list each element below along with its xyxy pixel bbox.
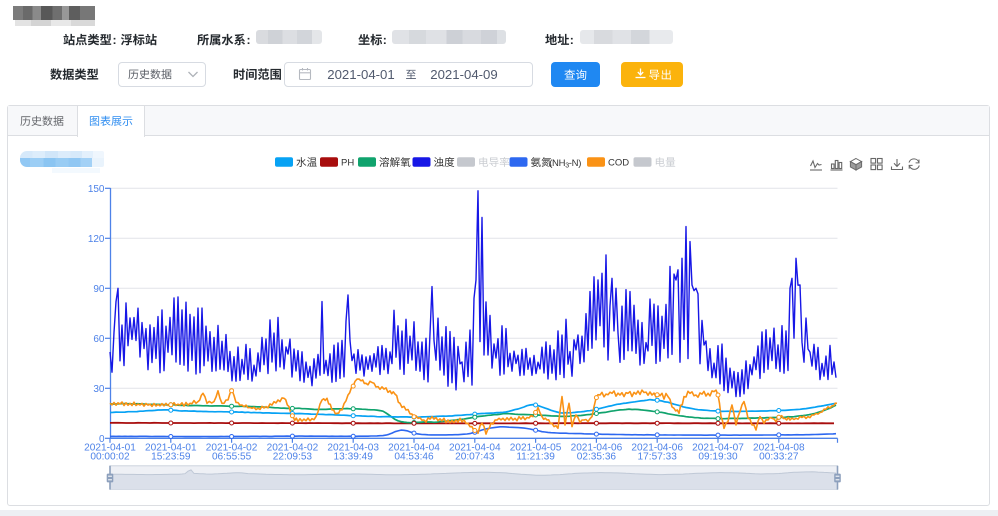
svg-text:15:23:59: 15:23:59 xyxy=(151,452,191,463)
svg-text:2021-04-03: 2021-04-03 xyxy=(327,443,379,454)
svg-text:2021-04-04: 2021-04-04 xyxy=(388,443,440,454)
svg-text:04:53:46: 04:53:46 xyxy=(394,452,434,463)
svg-text:09:19:30: 09:19:30 xyxy=(698,452,738,463)
svg-text::: : xyxy=(113,33,117,47)
svg-text:22:09:53: 22:09:53 xyxy=(273,452,313,463)
svg-text:20:07:43: 20:07:43 xyxy=(455,452,495,463)
svg-text:2021-04-02: 2021-04-02 xyxy=(267,443,319,454)
svg-text:60: 60 xyxy=(93,334,105,345)
svg-text:COD: COD xyxy=(608,158,629,169)
svg-text:150: 150 xyxy=(88,184,105,195)
svg-text:06:55:55: 06:55:55 xyxy=(212,452,252,463)
svg-text:0: 0 xyxy=(99,434,105,445)
svg-text:00:33:27: 00:33:27 xyxy=(759,452,799,463)
svg-text:2021-04-01: 2021-04-01 xyxy=(327,67,394,82)
svg-text:90: 90 xyxy=(93,284,105,295)
svg-text:2021-04-07: 2021-04-07 xyxy=(692,443,744,454)
svg-text:2021-04-09: 2021-04-09 xyxy=(430,67,497,82)
svg-text:2021-04-06: 2021-04-06 xyxy=(631,443,683,454)
svg-text:02:35:36: 02:35:36 xyxy=(577,452,617,463)
svg-text:11:21:39: 11:21:39 xyxy=(516,452,555,463)
svg-text::: : xyxy=(247,33,251,47)
svg-text:13:39:49: 13:39:49 xyxy=(334,452,374,463)
svg-text:2021-04-02: 2021-04-02 xyxy=(206,443,258,454)
svg-text:(NH3-N): (NH3-N) xyxy=(549,158,581,170)
svg-text::: : xyxy=(570,33,574,47)
svg-text:2021-04-01: 2021-04-01 xyxy=(84,443,136,454)
svg-text:2021-04-04: 2021-04-04 xyxy=(449,443,501,454)
svg-text:120: 120 xyxy=(88,234,105,245)
svg-text:PH: PH xyxy=(341,158,354,169)
svg-text:30: 30 xyxy=(93,384,105,395)
svg-text:00:00:02: 00:00:02 xyxy=(90,452,130,463)
svg-text:2021-04-05: 2021-04-05 xyxy=(510,443,562,454)
svg-text:2021-04-08: 2021-04-08 xyxy=(753,443,805,454)
svg-text:2021-04-01: 2021-04-01 xyxy=(145,443,197,454)
svg-text::: : xyxy=(383,33,387,47)
svg-text:2021-04-06: 2021-04-06 xyxy=(571,443,623,454)
svg-text:17:57:33: 17:57:33 xyxy=(638,452,678,463)
